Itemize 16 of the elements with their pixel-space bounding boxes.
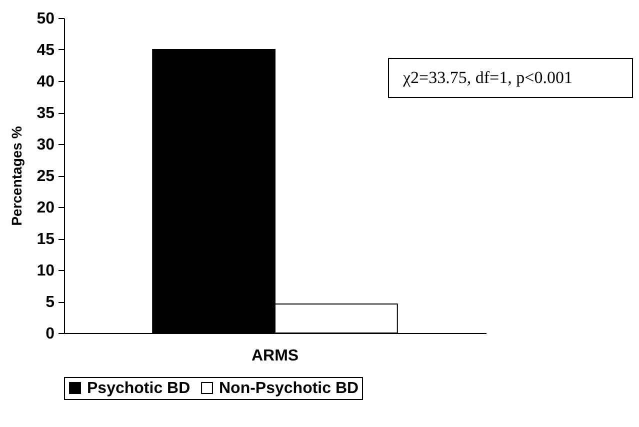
y-tick-label: 25 xyxy=(36,168,55,185)
y-tick-label: 5 xyxy=(46,294,55,311)
y-tick-label: 30 xyxy=(36,136,55,154)
y-axis-title: Percentages % xyxy=(8,126,25,226)
y-tick-label: 20 xyxy=(36,200,55,216)
y-tick-label: 35 xyxy=(36,105,55,122)
x-tick-label: ARMS xyxy=(251,348,299,364)
legend-label: Non-Psychotic BD xyxy=(219,380,359,397)
y-tick-label: 0 xyxy=(46,326,55,342)
legend-label: Psychotic BD xyxy=(87,380,190,397)
y-tick-label: 15 xyxy=(36,231,55,248)
y-tick-label: 50 xyxy=(36,10,55,28)
y-tick-label: 10 xyxy=(36,262,55,280)
y-tick-label: 40 xyxy=(36,74,55,90)
y-tick-label: 45 xyxy=(36,42,55,59)
text-frame: χ2=33.75, df=1, p<0.001 xyxy=(388,58,633,98)
